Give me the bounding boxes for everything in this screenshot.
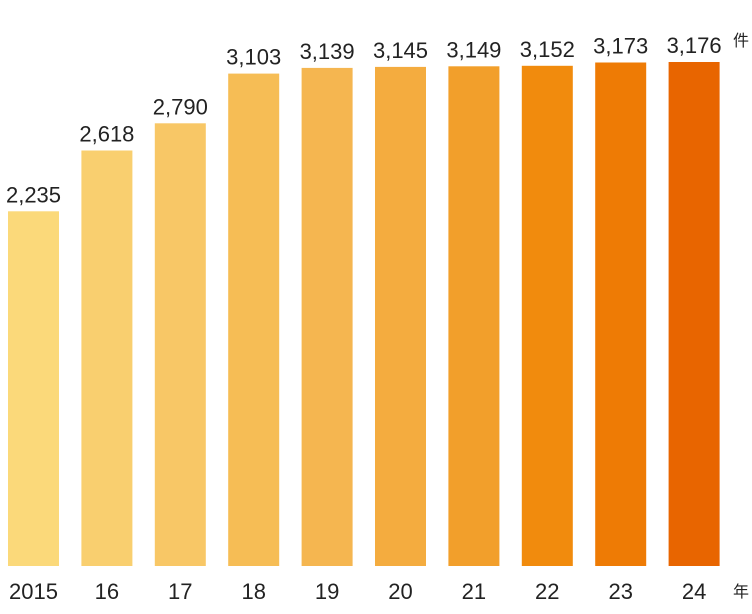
bars-layer	[8, 62, 720, 567]
bar-24	[668, 62, 720, 566]
x-tick-label-22: 22	[535, 579, 559, 604]
value-label-2015: 2,235	[6, 182, 61, 207]
value-label-24: 3,176	[667, 33, 722, 58]
x-tick-label-18: 18	[241, 579, 265, 604]
value-label-19: 3,139	[300, 39, 355, 64]
x-tick-label-17: 17	[168, 579, 192, 604]
bar-22	[521, 65, 573, 567]
value-label-21: 3,149	[446, 37, 501, 62]
bar-23	[595, 62, 647, 566]
x-tick-label-2015: 2015	[9, 579, 58, 604]
tick-labels-layer: 2015 16 17 18 19 20 21 22 23 24	[9, 579, 706, 604]
value-label-22: 3,152	[520, 37, 575, 62]
x-axis-unit-label: 年	[733, 583, 749, 601]
value-label-16: 2,618	[79, 122, 134, 147]
bar-21	[448, 66, 500, 567]
bar-19	[301, 67, 353, 567]
value-label-20: 3,145	[373, 38, 428, 63]
x-tick-label-16: 16	[95, 579, 119, 604]
value-labels-layer: 2,235 2,618 2,790 3,103 3,139 3,145 3,149 3,152…	[6, 33, 722, 207]
x-tick-label-23: 23	[608, 579, 632, 604]
bar-16	[81, 150, 133, 566]
x-tick-label-20: 20	[388, 579, 412, 604]
y-axis-unit-label: 件	[733, 32, 749, 50]
value-label-17: 2,790	[153, 94, 208, 119]
value-label-18: 3,103	[226, 45, 281, 70]
bar-17	[154, 123, 206, 567]
x-tick-label-24: 24	[682, 579, 706, 604]
x-tick-label-21: 21	[462, 579, 486, 604]
bar-18	[228, 73, 280, 566]
bar-20	[375, 66, 426, 567]
value-label-23: 3,173	[593, 34, 648, 59]
bar-2015	[8, 211, 59, 567]
x-tick-label-19: 19	[315, 579, 339, 604]
